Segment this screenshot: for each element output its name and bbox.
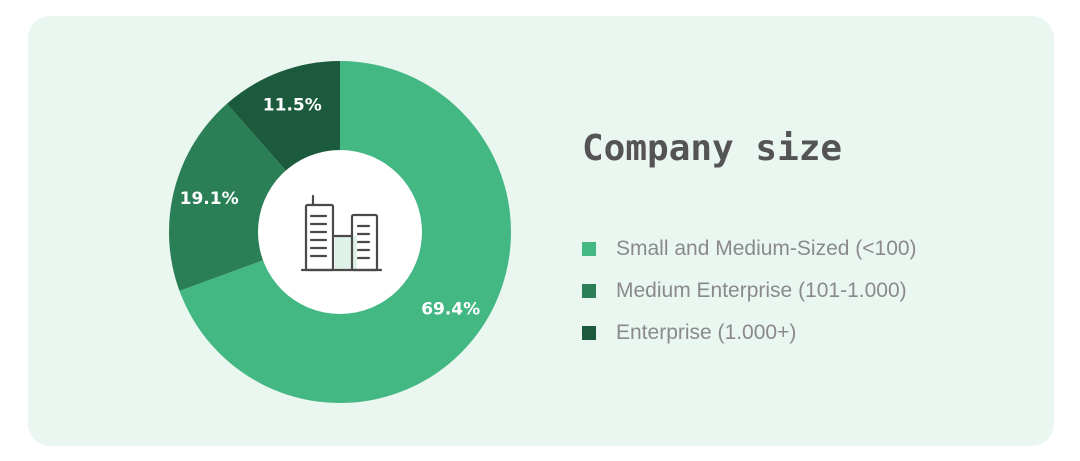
slice-label: 11.5%: [263, 96, 322, 116]
legend-swatch: [582, 284, 596, 298]
legend-swatch: [582, 326, 596, 340]
legend-label: Enterprise (1.000+): [616, 321, 797, 344]
legend: Small and Medium-Sized (<100) Medium Ent…: [582, 228, 917, 354]
chart-title: Company size: [582, 128, 843, 169]
donut-hole: [258, 150, 422, 314]
legend-label: Small and Medium-Sized (<100): [616, 237, 917, 260]
legend-item: Medium Enterprise (101-1.000): [582, 270, 917, 312]
legend-label: Medium Enterprise (101-1.000): [616, 279, 907, 302]
slice-label: 69.4%: [421, 299, 480, 319]
slice-labels: 69.4% 19.1% 11.5%: [180, 96, 481, 320]
legend-item: Enterprise (1.000+): [582, 312, 917, 354]
legend-swatch: [582, 242, 596, 256]
office-buildings-icon: [300, 194, 383, 272]
legend-item: Small and Medium-Sized (<100): [582, 228, 917, 270]
slice-label: 19.1%: [180, 189, 239, 209]
